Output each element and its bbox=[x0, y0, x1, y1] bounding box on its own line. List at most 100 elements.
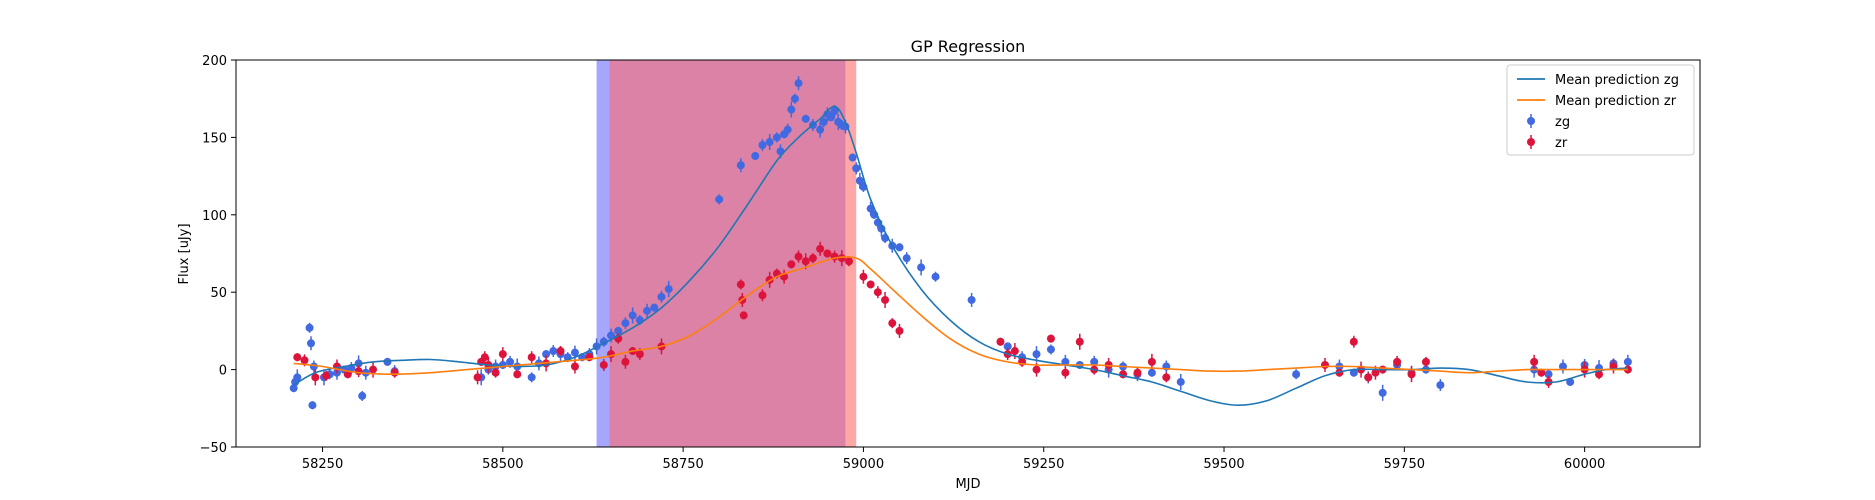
data-point-zr bbox=[1147, 357, 1156, 366]
data-point-zg bbox=[787, 105, 796, 114]
y-tick-label: 50 bbox=[210, 286, 227, 301]
legend-label: zg bbox=[1555, 115, 1570, 130]
data-point-zr bbox=[300, 356, 309, 365]
legend-box bbox=[1506, 64, 1695, 156]
data-point-zr bbox=[866, 280, 875, 289]
data-point-zg bbox=[1090, 357, 1099, 366]
data-point-zg bbox=[715, 195, 724, 204]
data-point-zr bbox=[1133, 368, 1142, 377]
data-point-zr bbox=[1530, 357, 1539, 366]
data-point-zr bbox=[1162, 373, 1171, 382]
data-point-zg bbox=[765, 138, 774, 147]
data-point-zg bbox=[1544, 370, 1553, 379]
data-point-zg bbox=[650, 303, 659, 312]
data-point-zg bbox=[1558, 362, 1567, 371]
data-point-zr bbox=[1364, 373, 1373, 382]
data-point-zg bbox=[664, 285, 673, 294]
data-point-zg bbox=[628, 311, 637, 320]
x-tick-label: 59500 bbox=[1203, 457, 1244, 472]
data-point-zr bbox=[369, 365, 378, 374]
data-point-zr bbox=[1371, 368, 1380, 377]
data-point-zr bbox=[556, 347, 565, 356]
data-point-zg bbox=[570, 348, 579, 357]
data-point-zr bbox=[1407, 370, 1416, 379]
data-point-zr bbox=[873, 288, 882, 297]
x-tick-label: 58500 bbox=[482, 457, 523, 472]
data-point-zg bbox=[1176, 377, 1185, 386]
data-point-zr bbox=[895, 326, 904, 335]
shaded-region-zr bbox=[609, 60, 857, 447]
data-point-zr bbox=[293, 353, 302, 362]
data-point-zr bbox=[996, 337, 1005, 346]
plot-area: 58250 58500 58750 59000 59250 59500 59750 60000… bbox=[200, 54, 1701, 472]
data-point-zg bbox=[758, 141, 767, 150]
x-tick-label: 58250 bbox=[302, 457, 343, 472]
data-point-zg bbox=[1378, 388, 1387, 397]
legend: Mean prediction zg Mean prediction zr zg zr bbox=[1506, 64, 1695, 156]
data-point-zr bbox=[635, 350, 644, 359]
data-point-zg bbox=[1349, 368, 1358, 377]
data-point-zg bbox=[855, 176, 864, 185]
axes-frame bbox=[235, 59, 1701, 448]
data-point-zg bbox=[801, 114, 810, 123]
data-point-zr bbox=[816, 244, 825, 253]
y-axis-label: Flux [uJy] bbox=[177, 223, 192, 284]
data-point-zg bbox=[498, 360, 507, 369]
data-point-zg bbox=[621, 319, 630, 328]
data-point-zr bbox=[311, 373, 320, 382]
data-layer bbox=[289, 60, 1632, 447]
data-point-zr bbox=[322, 371, 331, 380]
y-tick-label: 0 bbox=[219, 364, 227, 379]
data-point-zr bbox=[354, 367, 363, 376]
data-point-zr bbox=[621, 357, 630, 366]
data-point-zg bbox=[816, 125, 825, 134]
data-point-zg bbox=[866, 204, 875, 213]
data-point-zg bbox=[383, 357, 392, 366]
x-tick-label: 59000 bbox=[843, 457, 884, 472]
data-point-zg bbox=[614, 326, 623, 335]
data-point-zr bbox=[498, 350, 507, 359]
data-point-zg bbox=[736, 161, 745, 170]
x-axis-label: MJD bbox=[955, 477, 980, 492]
data-point-zr bbox=[491, 368, 500, 377]
y-tick-label: 150 bbox=[202, 131, 227, 146]
data-point-zr bbox=[801, 257, 810, 266]
data-point-zr bbox=[599, 360, 608, 369]
legend-label: Mean prediction zr bbox=[1555, 94, 1677, 109]
data-point-zg bbox=[549, 347, 558, 356]
data-point-zg bbox=[1436, 381, 1445, 390]
data-point-zg bbox=[657, 292, 666, 301]
data-point-zg bbox=[1292, 370, 1301, 379]
series-line-mean-prediction-zr bbox=[293, 256, 1628, 376]
data-point-zg bbox=[826, 113, 835, 122]
data-point-zr bbox=[1349, 337, 1358, 346]
data-point-zr bbox=[808, 254, 817, 263]
data-point-zr bbox=[513, 370, 522, 379]
legend-swatch-point bbox=[1527, 117, 1535, 125]
data-point-zr bbox=[1046, 334, 1055, 343]
data-point-zg bbox=[293, 373, 302, 382]
data-point-zg bbox=[967, 295, 976, 304]
data-point-zg bbox=[917, 263, 926, 272]
data-point-zg bbox=[643, 306, 652, 315]
data-point-zg bbox=[305, 323, 314, 332]
data-point-zr bbox=[570, 362, 579, 371]
data-point-zg bbox=[542, 350, 551, 359]
data-point-zr bbox=[736, 280, 745, 289]
data-point-zr bbox=[1010, 347, 1019, 356]
y-tick-label: 200 bbox=[202, 54, 227, 69]
data-point-zg bbox=[852, 164, 861, 173]
data-point-zg bbox=[902, 254, 911, 263]
y-tick-label: 100 bbox=[202, 209, 227, 224]
x-tick-label: 59250 bbox=[1023, 457, 1064, 472]
data-point-zr bbox=[787, 260, 796, 269]
legend-label: zr bbox=[1555, 136, 1568, 151]
data-point-zg bbox=[307, 339, 316, 348]
data-point-zr bbox=[758, 291, 767, 300]
data-point-zg bbox=[1566, 377, 1575, 386]
x-tick-label: 59750 bbox=[1384, 457, 1425, 472]
data-point-zr bbox=[1320, 360, 1329, 369]
data-point-zr bbox=[1075, 337, 1084, 346]
data-point-zg bbox=[1003, 342, 1012, 351]
